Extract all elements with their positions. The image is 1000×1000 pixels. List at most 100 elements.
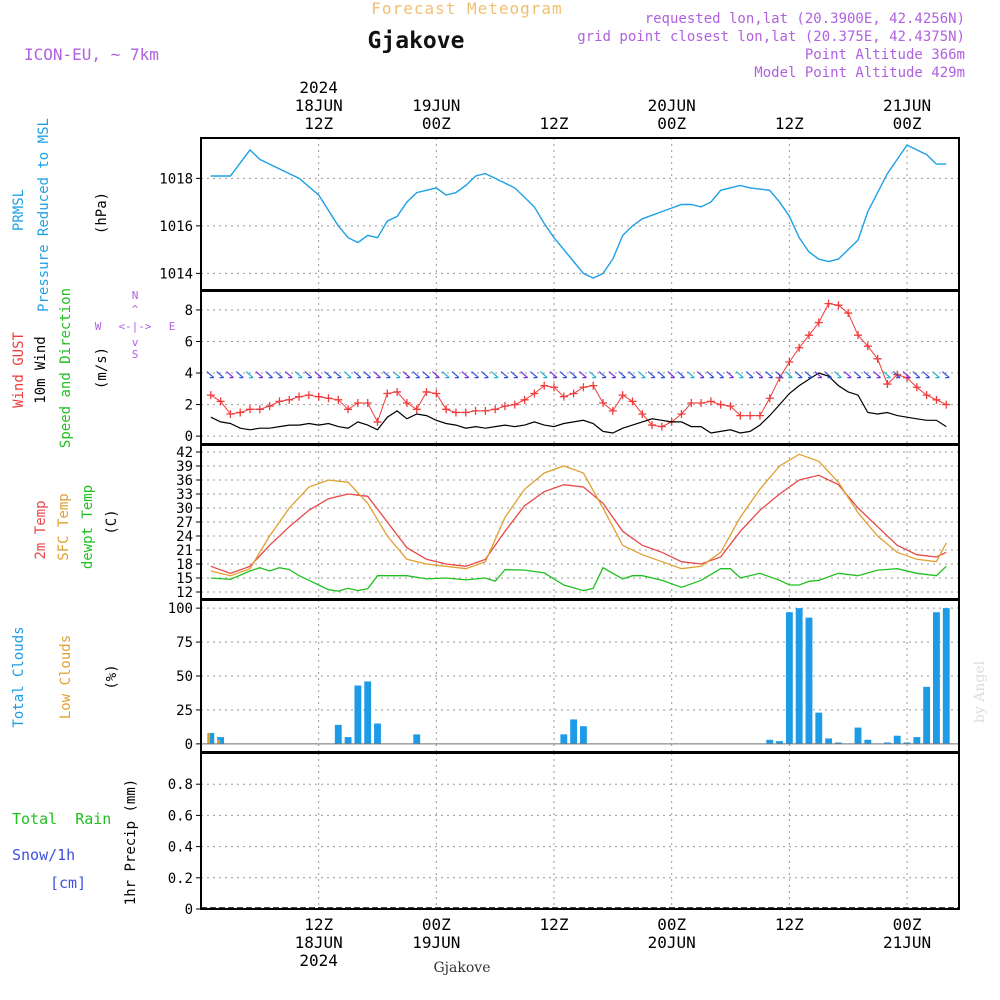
pressure-label-prmsl: PRMSL <box>11 189 27 231</box>
gust-point <box>540 381 549 390</box>
temperature-ytick-label: 39 <box>176 459 193 475</box>
prmsl-series-line <box>210 144 947 279</box>
total-cloud-bar <box>923 686 931 744</box>
wind-direction-arrow <box>755 371 764 379</box>
total-cloud-bar <box>834 742 842 744</box>
gust-point <box>206 391 215 400</box>
wind-direction-arrow <box>873 371 882 379</box>
wind-direction-arrow <box>284 371 293 379</box>
total-cloud-bar <box>766 739 774 744</box>
wind-direction-arrow <box>402 371 411 379</box>
gust-point <box>795 343 804 352</box>
gust-point <box>236 408 245 417</box>
total-cloud-bar <box>805 617 813 744</box>
sfc-temp-series-line <box>210 453 947 577</box>
gust-point <box>481 406 490 415</box>
wind-direction-arrow <box>235 371 244 379</box>
wind-direction-arrow <box>265 371 274 379</box>
wind-direction-arrow <box>412 371 421 379</box>
gust-point <box>716 400 725 409</box>
wind-direction-arrow <box>618 371 627 379</box>
wind-direction-arrow <box>657 371 666 379</box>
temperature-ytick-label: 12 <box>176 585 193 601</box>
precip-unit: 1hr Precip (mm) <box>123 779 139 905</box>
temperature-ytick-label: 27 <box>176 515 193 531</box>
wind-direction-arrow <box>353 371 362 379</box>
total-cloud-bar <box>354 685 362 744</box>
pressure-unit: (hPa) <box>94 192 110 234</box>
total-cloud-bar <box>785 612 793 744</box>
wind-direction-arrow <box>637 371 646 379</box>
wind-direction-arrow <box>294 371 303 379</box>
total-cloud-bar <box>825 738 833 744</box>
station-title: Gjakove <box>368 28 465 54</box>
gust-point <box>726 402 735 411</box>
clouds-ytick-label: 75 <box>176 635 193 651</box>
wind-direction-arrow <box>510 371 519 379</box>
product-title: Forecast Meteogram <box>371 0 562 18</box>
gust-point <box>687 398 696 407</box>
wind-direction-arrow <box>647 371 656 379</box>
gust-point <box>883 380 892 389</box>
wind-direction-arrow <box>422 371 430 379</box>
gust-point <box>804 331 813 340</box>
wind-direction-arrow <box>363 371 372 379</box>
total-cloud-bar <box>560 734 568 744</box>
precip-label-rain: Total Rain <box>12 810 111 828</box>
gust-point <box>324 394 333 403</box>
gust-point <box>334 395 343 404</box>
wind-direction-arrow <box>382 371 391 379</box>
gust-point <box>510 400 519 409</box>
wind-direction-arrow <box>324 371 332 379</box>
wind-ytick-label: 2 <box>185 398 193 414</box>
gust-point <box>824 299 833 308</box>
temperature-ytick-label: 36 <box>176 473 193 489</box>
wind-direction-arrow <box>863 371 872 379</box>
wind-direction-arrow <box>579 371 587 379</box>
wind-series-line <box>210 372 947 434</box>
temp-panel-labels: 2m Temp SFC Temp dewpt Temp (C) <box>33 485 120 569</box>
cloud-unit: (%) <box>104 664 120 689</box>
gust-series-line <box>210 303 947 428</box>
wind-direction-arrow <box>853 371 862 379</box>
total-cloud-bar <box>854 727 862 744</box>
gust-point <box>628 397 637 406</box>
compass-rose: N W E S <-|-> ^ v <box>95 289 176 361</box>
wind-direction-arrow <box>814 371 823 379</box>
wind-direction-arrow <box>696 371 705 379</box>
total-cloud-bar <box>217 737 225 744</box>
top-axis-label: 18JUN <box>295 96 343 115</box>
gust-point <box>618 391 627 400</box>
gust-point <box>579 383 588 392</box>
total-cloud-bar <box>864 739 872 744</box>
total-cloud-bar <box>893 735 901 744</box>
gust-point <box>520 395 529 404</box>
precipitation-ytick-label: 0.4 <box>168 840 193 856</box>
plot-panels: 1014101610180246812151821242730333639420… <box>159 137 960 918</box>
compass-arrows-v2: v <box>132 336 139 349</box>
gust-point <box>608 406 617 415</box>
cloud-label-low: Low Clouds <box>58 635 74 719</box>
gust-point <box>746 411 755 420</box>
total-cloud-bar <box>334 724 342 744</box>
gust-point <box>942 400 951 409</box>
wind-direction-arrow <box>794 371 803 379</box>
temperature-ytick-label: 30 <box>176 501 193 517</box>
wind-direction-arrow <box>530 371 538 379</box>
gust-point <box>599 398 608 407</box>
wind-direction-arrow <box>480 371 489 379</box>
total-cloud-bar <box>413 734 421 744</box>
requested-coords: requested lon,lat (20.3900E, 42.4256N) <box>645 11 965 27</box>
gust-point <box>383 389 392 398</box>
bottom-axis-label: 00Z <box>893 915 922 934</box>
wind-direction-arrow <box>471 371 479 379</box>
total-cloud-bar <box>942 608 950 744</box>
precip-label-snow: Snow/1h <box>12 846 75 864</box>
gust-point <box>226 410 235 419</box>
wind-direction-arrow <box>343 371 352 379</box>
gust-point <box>569 389 578 398</box>
gust-point <box>559 392 568 401</box>
bottom-axis-label: 21JUN <box>883 933 931 952</box>
bottom-axis-label: 00Z <box>422 915 451 934</box>
